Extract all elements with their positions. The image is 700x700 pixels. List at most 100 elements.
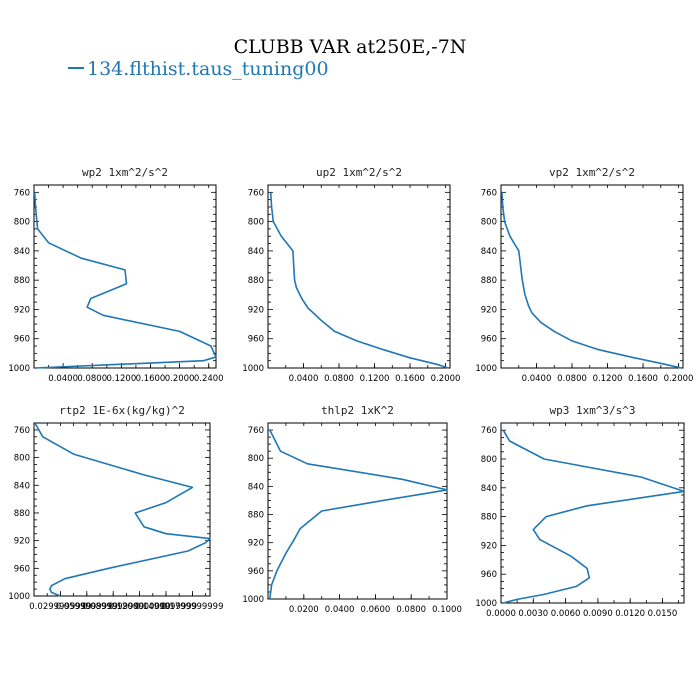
y-tick-label: 920 bbox=[248, 305, 264, 315]
x-tick-label: 0.0800 bbox=[557, 374, 587, 384]
y-tick-label: 760 bbox=[248, 426, 264, 436]
y-tick-label: 960 bbox=[481, 570, 497, 580]
chart-panel-4: rtp2 1E-6x(kg/kg)^2 760 800 840 880 920 960 100… bbox=[8, 404, 223, 612]
y-tick-label: 1000 bbox=[242, 595, 264, 605]
series-line bbox=[33, 192, 217, 369]
chart-panel-1: wp2 1xm^2/s^2 760 800 840 880 920 960 1000 0.040… bbox=[8, 166, 223, 384]
x-tick-label: 0.1600 bbox=[136, 374, 166, 384]
y-tick-label: 760 bbox=[481, 188, 497, 198]
x-tick-label: 0.2000 bbox=[664, 374, 694, 384]
x-tick-label: 0.0200 bbox=[289, 605, 319, 615]
x-tick-label: 0.0400 bbox=[325, 605, 355, 615]
y-tick-label: 880 bbox=[248, 511, 264, 521]
x-tick-label: 0.0400 bbox=[48, 374, 78, 384]
x-tick-label: 0.1799999999 bbox=[161, 602, 223, 612]
x-tick-label: 0.1200 bbox=[593, 374, 623, 384]
y-tick-label: 960 bbox=[248, 567, 264, 577]
x-tick-label: 0.0800 bbox=[396, 605, 426, 615]
series-line bbox=[501, 192, 682, 369]
x-tick-label: 0.0400 bbox=[289, 374, 319, 384]
y-tick-label: 880 bbox=[481, 513, 497, 523]
plot-frame bbox=[500, 184, 684, 369]
x-tick-label: 0.2000 bbox=[431, 374, 461, 384]
x-tick-label: 0.0899999999 bbox=[82, 602, 144, 612]
y-tick-label: 960 bbox=[14, 335, 30, 345]
plot-frame bbox=[267, 422, 448, 600]
chart-panel-3: vp2 1xm^2/s^2 760 800 840 880 920 960 1000 0.040… bbox=[475, 166, 693, 384]
x-tick-label: 0.1600 bbox=[395, 374, 425, 384]
chart-panel-5: thlp2 1xK^2 760 800 840 880 920 960 1000 0.0200 0… bbox=[242, 404, 462, 615]
chart-panel-2: up2 1xm^2/s^2 760 800 840 880 920 960 1000 0.040… bbox=[242, 166, 460, 384]
y-tick-label: 760 bbox=[14, 426, 30, 436]
series-line bbox=[269, 429, 448, 600]
x-tick-label: 0.0299999999 bbox=[29, 602, 91, 612]
x-tick-label: 0.1200000000 bbox=[108, 602, 170, 612]
y-tick-label: 840 bbox=[481, 247, 497, 257]
x-tick-label: 0.0030 bbox=[518, 609, 548, 619]
y-tick-label: 960 bbox=[481, 335, 497, 345]
y-tick-label: 840 bbox=[14, 247, 30, 257]
chart-title: vp2 1xm^2/s^2 bbox=[549, 166, 635, 179]
y-tick-label: 800 bbox=[14, 218, 30, 228]
plot-frame bbox=[33, 422, 211, 597]
y-tick-label: 800 bbox=[248, 454, 264, 464]
legend: 134.flthist.taus_tuning00 bbox=[68, 58, 329, 80]
series-line bbox=[34, 422, 211, 597]
x-tick-label: 0.0120 bbox=[615, 609, 645, 619]
y-tick-label: 800 bbox=[481, 218, 497, 228]
y-tick-label: 1000 bbox=[8, 592, 30, 602]
x-tick-label: 0.0000 bbox=[486, 609, 516, 619]
y-tick-label: 840 bbox=[481, 484, 497, 494]
x-tick-label: 0.1499999999 bbox=[135, 602, 197, 612]
y-tick-label: 800 bbox=[248, 218, 264, 228]
x-tick-label: 0.0150 bbox=[648, 609, 678, 619]
chart-title: up2 1xm^2/s^2 bbox=[316, 166, 402, 179]
x-tick-label: 0.0090 bbox=[583, 609, 613, 619]
x-tick-label: 0.0400 bbox=[522, 374, 552, 384]
y-tick-label: 880 bbox=[14, 509, 30, 519]
x-tick-label: 0.1200 bbox=[106, 374, 136, 384]
x-tick-label: 0.1600 bbox=[628, 374, 658, 384]
y-tick-label: 880 bbox=[481, 276, 497, 286]
y-tick-label: 920 bbox=[248, 539, 264, 549]
legend-label: 134.flthist.taus_tuning00 bbox=[87, 58, 329, 80]
y-tick-label: 880 bbox=[14, 276, 30, 286]
y-tick-label: 840 bbox=[248, 482, 264, 492]
x-tick-label: 0.2400 bbox=[194, 374, 224, 384]
y-tick-label: 760 bbox=[14, 188, 30, 198]
x-tick-label: 0.1000 bbox=[432, 605, 462, 615]
y-tick-label: 1000 bbox=[475, 364, 497, 374]
x-tick-label: 0.0800 bbox=[324, 374, 354, 384]
y-tick-label: 840 bbox=[248, 247, 264, 257]
y-tick-label: 880 bbox=[248, 276, 264, 286]
y-tick-label: 960 bbox=[248, 335, 264, 345]
y-tick-label: 960 bbox=[14, 564, 30, 574]
y-tick-label: 800 bbox=[481, 455, 497, 465]
chart-title: thlp2 1xK^2 bbox=[321, 404, 394, 417]
plot-frame bbox=[500, 422, 685, 604]
x-tick-label: 0.0600 bbox=[361, 605, 391, 615]
plot-frame bbox=[267, 184, 451, 369]
x-tick-label: 0.2000 bbox=[165, 374, 195, 384]
x-tick-label: 0.0800 bbox=[77, 374, 107, 384]
y-tick-label: 920 bbox=[14, 305, 30, 315]
y-tick-label: 840 bbox=[14, 481, 30, 491]
y-tick-label: 1000 bbox=[475, 599, 497, 609]
x-tick-label: 0.1200 bbox=[360, 374, 390, 384]
chart-title: wp3 1xm^3/s^3 bbox=[549, 404, 635, 417]
y-tick-label: 760 bbox=[481, 426, 497, 436]
chart-title: rtp2 1E-6x(kg/kg)^2 bbox=[59, 404, 185, 417]
legend-swatch bbox=[68, 67, 84, 69]
y-tick-label: 800 bbox=[14, 454, 30, 464]
x-tick-label: 0.0060 bbox=[551, 609, 581, 619]
y-tick-label: 760 bbox=[248, 188, 264, 198]
series-line bbox=[269, 192, 449, 369]
y-tick-label: 920 bbox=[14, 537, 30, 547]
y-tick-label: 1000 bbox=[242, 364, 264, 374]
page-title: CLUBB VAR at250E,-7N bbox=[233, 36, 467, 58]
plot-frame bbox=[33, 184, 217, 369]
y-tick-label: 920 bbox=[481, 541, 497, 551]
y-tick-label: 920 bbox=[481, 305, 497, 315]
chart-panel-6: wp3 1xm^3/s^3 760 800 840 880 920 960 10000.000… bbox=[475, 404, 685, 619]
